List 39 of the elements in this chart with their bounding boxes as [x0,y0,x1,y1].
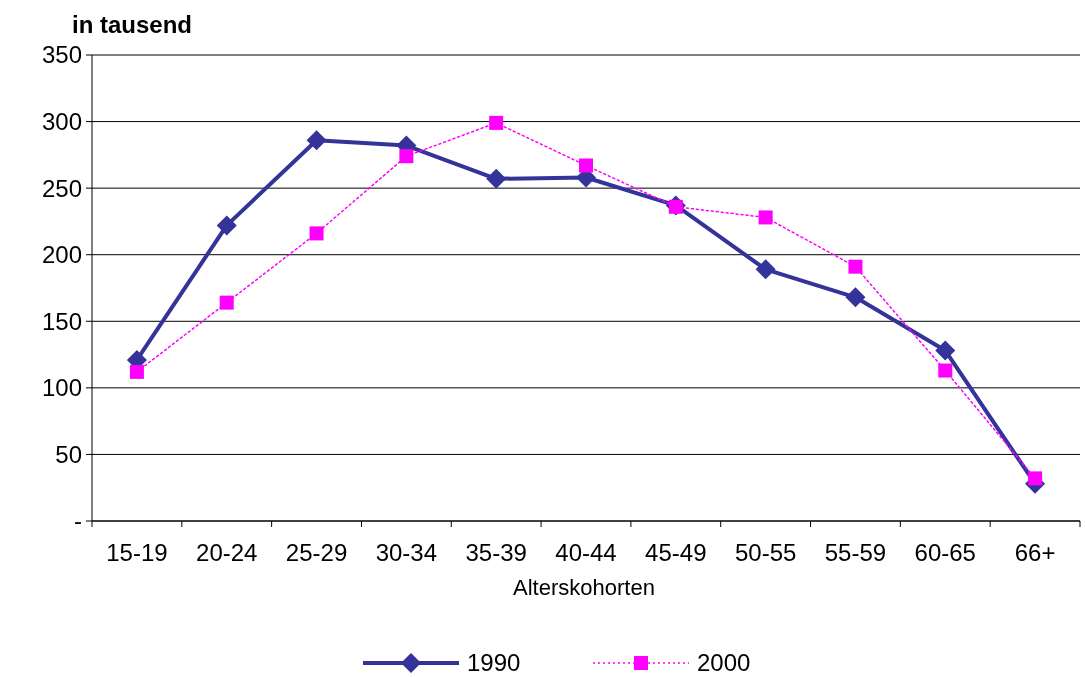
x-tick-label: 25-29 [285,539,348,566]
point [489,115,504,130]
point [306,130,327,151]
x-tick-label: 40-44 [555,539,617,566]
y-tick-label: 150 [41,307,82,335]
point [845,287,866,308]
legend-label: 2000 [697,649,751,677]
point [938,363,953,378]
point [758,210,773,225]
x-tick-label: 45-49 [645,539,707,566]
point [309,226,324,241]
x-tick-label: 60-65 [914,539,976,566]
x-axis-title: Alterskohorten [513,575,655,600]
point [935,340,956,361]
y-tick-label: 350 [41,41,82,69]
x-tick-label: 35-39 [465,539,527,566]
y-tick-label: - [74,507,82,535]
point [579,158,593,173]
point [216,215,237,236]
point [129,364,144,379]
y-tick-label: 100 [41,374,82,402]
y-tick-label: 200 [41,241,82,269]
y-axis-title: in tausend [72,11,193,38]
point [1028,471,1043,486]
x-tick-label: 15-19 [106,539,168,566]
y-tick-label: 50 [55,440,82,468]
x-tick-label: 55-59 [824,539,887,566]
x-tick-label: 66+ [1014,539,1056,566]
point [486,168,507,189]
legend-label: 1990 [467,649,521,677]
x-tick-label: 50-55 [734,539,797,566]
point [399,149,414,164]
x-tick-label: 30-34 [375,539,438,566]
point [755,259,776,280]
point [848,259,863,274]
y-tick-label: 300 [41,107,82,135]
point [219,295,234,310]
y-tick-label: 250 [41,174,82,202]
x-tick-label: 20-24 [196,539,258,566]
